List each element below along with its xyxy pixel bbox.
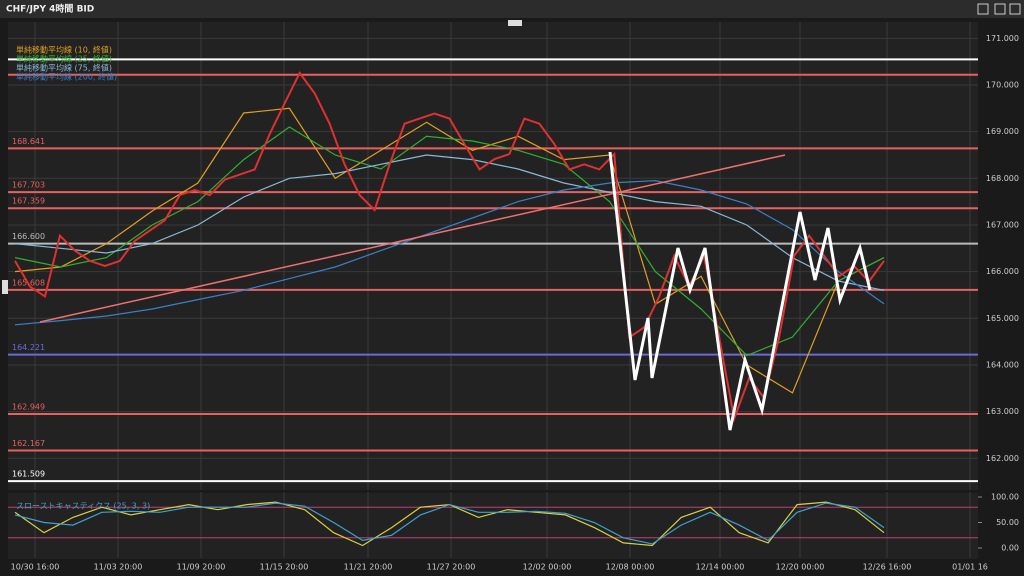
legend-entry: 単純移動平均線 (25, 終値) (16, 54, 112, 64)
trend-line (39, 154, 786, 323)
line-series (14, 154, 885, 291)
legend-entry: 単純移動平均線 (75, 終値) (16, 63, 112, 73)
title-bar (0, 0, 1024, 18)
legend-entry: 単純移動平均線 (10, 終値) (16, 45, 112, 55)
level-label: 167.359 (12, 197, 45, 206)
indicator-title: スローストキャスティクス (25, 3, 3) (16, 502, 150, 511)
x-tick-label: 10/30 16:00 (11, 563, 60, 572)
x-tick-label: 12/26 16:00 (863, 563, 912, 572)
line-series (14, 502, 885, 545)
level-label: 168.641 (12, 137, 45, 146)
y-tick-label: 171.000 (986, 34, 1019, 43)
y-tick-label: 165.000 (986, 314, 1019, 323)
level-label: 165.608 (12, 278, 45, 287)
level-label: 167.703 (12, 181, 45, 190)
y-tick-label: 167.000 (986, 220, 1019, 229)
level-label: 162.949 (12, 402, 45, 411)
level-label: 164.221 (12, 343, 45, 352)
legend-entry: 単純移動平均線 (200, 終値) (16, 72, 117, 82)
window-title: CHF/JPY 4時間 BID (6, 3, 94, 15)
x-tick-label: 12/08 00:00 (606, 563, 655, 572)
line-series (14, 70, 885, 423)
y-tick-label: 100.00 (991, 492, 1019, 501)
close-button[interactable] (1009, 3, 1021, 15)
minimize-button[interactable] (977, 3, 989, 15)
y-tick-label: 162.000 (986, 454, 1019, 463)
zigzag-drawing (608, 151, 872, 431)
line-series (14, 179, 885, 326)
y-tick-label: 169.000 (986, 127, 1019, 136)
y-tick-label: 170.000 (986, 80, 1019, 89)
y-tick-label: 166.000 (986, 267, 1019, 276)
maximize-button[interactable] (994, 3, 1006, 15)
x-tick-label: 11/15 20:00 (260, 563, 309, 572)
line-series (14, 107, 885, 394)
x-tick-label: 11/21 20:00 (344, 563, 393, 572)
y-tick-label: 168.000 (986, 174, 1019, 183)
marks (8, 22, 982, 558)
stochastic-panel (8, 493, 978, 559)
level-label: 166.600 (12, 232, 45, 241)
x-tick-label: 11/27 20:00 (427, 563, 476, 572)
level-label: 161.509 (12, 470, 45, 479)
x-tick-label: 12/20 00:00 (776, 563, 825, 572)
x-tick-label: 11/03 20:00 (94, 563, 143, 572)
x-tick-label: 11/09 20:00 (177, 563, 226, 572)
x-tick-label: 01/01 16 (952, 563, 988, 572)
x-tick-label: 12/14 00:00 (696, 563, 745, 572)
collapse-toggle[interactable] (508, 20, 522, 26)
x-tick-label: 12/02 00:00 (523, 563, 572, 572)
y-tick-label: 164.000 (986, 360, 1019, 369)
labels: 171.000 170.000 169.000 168.000 167.000 166.0… (11, 34, 1019, 572)
line-series (14, 126, 885, 357)
level-label: 162.167 (12, 439, 45, 448)
y-tick-label: 163.000 (986, 407, 1019, 416)
side-toggle[interactable] (2, 280, 8, 294)
y-tick-label: 50.00 (996, 518, 1019, 527)
y-tick-label: 0.00 (1001, 544, 1019, 553)
